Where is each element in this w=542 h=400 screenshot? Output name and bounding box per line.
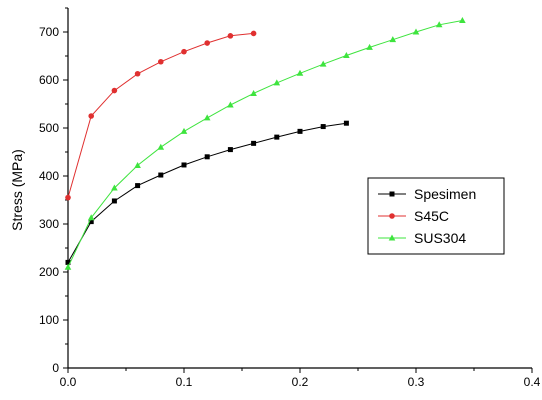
data-point-sus304 (180, 127, 188, 134)
data-point-spesimen (227, 147, 233, 153)
y-tick-label: 100 (39, 313, 59, 327)
x-tick-label: 0.0 (60, 375, 77, 389)
data-point-s45c (158, 58, 164, 65)
data-point-sus304 (435, 21, 443, 28)
y-tick-label: 500 (39, 121, 59, 135)
legend-label-spesimen: Spesimen (414, 186, 476, 202)
y-tick-label: 700 (39, 25, 59, 39)
y-tick-label: 0 (52, 361, 59, 375)
y-tick-label: 600 (39, 73, 59, 87)
series-spesimen (65, 120, 349, 265)
data-point-spesimen (135, 183, 141, 189)
legend-marker-sus304 (388, 234, 396, 241)
y-tick-label: 200 (39, 265, 59, 279)
data-point-spesimen (274, 134, 280, 140)
legend-marker-s45c (389, 213, 395, 219)
series-layer (64, 16, 466, 270)
series-s45c (65, 30, 257, 201)
legend-label-s45c: S45C (414, 208, 449, 224)
data-point-sus304 (157, 143, 165, 150)
data-point-sus304 (227, 101, 234, 108)
data-point-spesimen (111, 198, 117, 204)
series-line-sus304 (67, 20, 463, 268)
series-sus304 (64, 16, 466, 270)
data-point-sus304 (111, 184, 118, 191)
data-point-sus304 (87, 214, 95, 221)
data-point-s45c (204, 40, 210, 46)
data-point-spesimen (204, 154, 210, 160)
data-point-sus304 (319, 60, 327, 67)
y-axis-title: Stress (MPa) (9, 149, 25, 231)
data-point-sus304 (273, 79, 281, 86)
legend-label-sus304: SUS304 (414, 230, 466, 246)
data-point-spesimen (320, 124, 326, 130)
data-point-s45c (250, 30, 257, 37)
x-tick-label: 0.3 (408, 375, 425, 389)
data-point-spesimen (343, 120, 349, 126)
data-point-sus304 (203, 114, 211, 121)
data-point-sus304 (64, 263, 72, 270)
data-point-sus304 (296, 69, 304, 76)
data-point-spesimen (88, 219, 94, 225)
data-point-s45c (88, 113, 94, 119)
y-tick-label: 400 (39, 169, 59, 183)
data-point-sus304 (459, 16, 466, 23)
data-point-sus304 (389, 36, 397, 43)
data-point-spesimen (297, 128, 303, 134)
x-tick-label: 0.2 (292, 375, 309, 389)
series-line-spesimen (67, 122, 347, 263)
data-point-spesimen (65, 259, 71, 265)
x-tick-label: 0.1 (176, 375, 193, 389)
data-point-spesimen (181, 162, 187, 168)
y-tick-label: 300 (39, 217, 59, 231)
data-point-sus304 (134, 161, 141, 168)
legend: Spesimen S45C SUS304 (367, 177, 505, 255)
data-point-spesimen (158, 172, 164, 178)
data-point-s45c (227, 33, 234, 39)
data-point-sus304 (366, 43, 373, 50)
data-point-s45c (181, 48, 187, 55)
data-point-spesimen (251, 140, 257, 146)
data-point-s45c (134, 70, 141, 77)
data-point-sus304 (343, 52, 350, 59)
data-point-s45c (65, 194, 71, 201)
data-point-sus304 (250, 89, 257, 96)
x-tick-label: 0.4 (524, 375, 541, 389)
data-point-s45c (111, 87, 118, 94)
axes: 0.0 0.1 0.2 0.3 0.4 0 100 200 300 400 500 600 700 (39, 7, 541, 389)
data-point-sus304 (412, 28, 420, 35)
legend-marker-spesimen (389, 191, 395, 197)
